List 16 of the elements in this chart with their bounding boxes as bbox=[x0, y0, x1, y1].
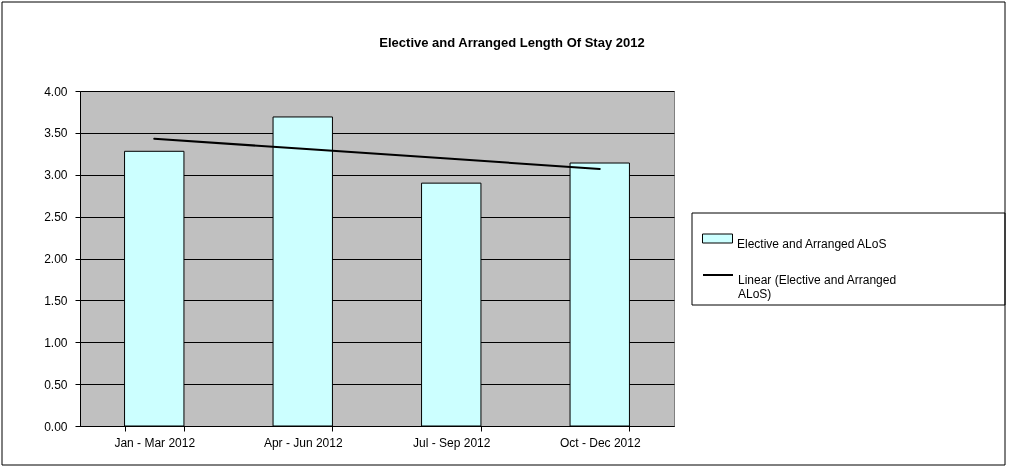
y-tick-label: 0.50 bbox=[44, 377, 68, 392]
y-tick-label: 4.00 bbox=[44, 84, 68, 99]
legend-label: Linear (Elective and Arranged ALoS) bbox=[738, 273, 897, 301]
x-tick-label: Apr - Jun 2012 bbox=[263, 435, 343, 450]
y-tick-label: 1.00 bbox=[44, 335, 68, 350]
x-tick-label: Jan - Mar 2012 bbox=[114, 435, 196, 450]
y-tick-label: 2.50 bbox=[44, 210, 68, 225]
y-tick-label: 3.00 bbox=[44, 168, 68, 183]
y-tick-label: 0.00 bbox=[44, 419, 68, 434]
x-tick-label: Oct - Dec 2012 bbox=[559, 435, 641, 450]
chart-title: Elective and Arranged Length Of Stay 2012 bbox=[379, 34, 645, 50]
y-tick-label: 1.50 bbox=[44, 293, 68, 308]
y-tick-label: 2.00 bbox=[44, 252, 68, 266]
y-tick-label: 3.50 bbox=[44, 126, 68, 141]
legend-label: Elective and Arranged ALoS bbox=[737, 236, 887, 251]
x-tick-label: Jul - Sep 2012 bbox=[413, 435, 491, 450]
